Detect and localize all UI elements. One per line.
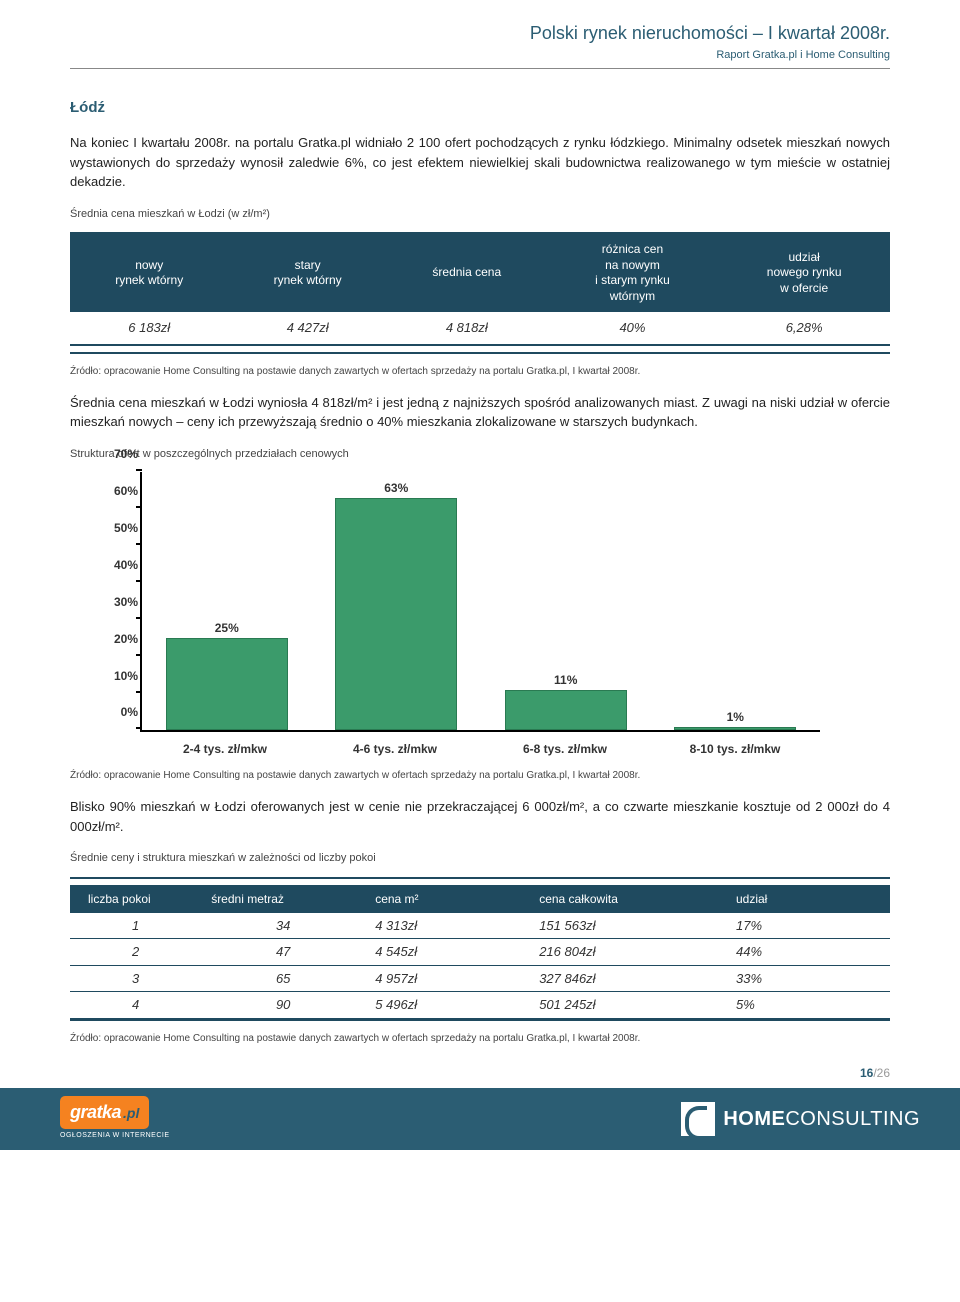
chart-ytick-label: 20% <box>94 630 138 648</box>
table1-header-cell: różnica cenna nowymi starym rynkuwtórnym <box>547 234 719 312</box>
table2-data-cell: 4 545zł <box>365 939 529 966</box>
table1-header-cell: staryrynek wtórny <box>228 234 386 312</box>
table1-header-cell: średnia cena <box>387 234 547 312</box>
table-row: 1344 313zł151 563zł17% <box>70 913 890 939</box>
chart-caption: Struktura ofert w poszczególnych przedzi… <box>70 446 890 463</box>
table2-data-cell: 216 804zł <box>529 939 726 966</box>
chart-ytick-label: 0% <box>94 703 138 721</box>
hc-consulting-text: CONSULTING <box>785 1108 920 1130</box>
table2-data-cell: 1 <box>70 913 201 939</box>
table2-header-cell: cena m² <box>365 885 529 913</box>
chart-bar-value-label: 1% <box>675 708 795 726</box>
chart-bar-value-label: 25% <box>167 619 287 637</box>
homeconsulting-logo: HOMECONSULTING <box>681 1102 920 1136</box>
header-title: Polski rynek nieruchomości – I kwartał 2… <box>70 20 890 47</box>
chart-bar: 63% <box>335 498 457 730</box>
rooms-table: liczba pokoiśredni metrażcena m²cena cał… <box>70 877 890 1021</box>
chart-xlabel: 8-10 tys. zł/mkw <box>650 740 820 758</box>
chart-ytick-label: 60% <box>94 482 138 500</box>
chart-source: Źródło: opracowanie Home Consulting na p… <box>70 768 890 783</box>
table1-data-cell: 4 427zł <box>228 312 386 345</box>
table2-data-cell: 2 <box>70 939 201 966</box>
table2-data-cell: 4 957zł <box>365 965 529 992</box>
table1-data-cell: 40% <box>547 312 719 345</box>
chart-bar-value-label: 63% <box>336 479 456 497</box>
table2-data-cell: 4 313zł <box>365 913 529 939</box>
table2-caption: Średnie ceny i struktura mieszkań w zale… <box>70 850 890 867</box>
chart-bar: 1% <box>674 727 796 731</box>
table1-data-cell: 4 818zł <box>387 312 547 345</box>
table2-header-cell: średni metraż <box>201 885 365 913</box>
table2-data-cell: 44% <box>726 939 890 966</box>
chart-ytick-label: 10% <box>94 667 138 685</box>
table2-data-cell: 17% <box>726 913 890 939</box>
gratka-logo: gratka .pl OGŁOSZENIA W INTERNECIE <box>60 1096 170 1142</box>
intro-paragraph: Na koniec I kwartału 2008r. na portalu G… <box>70 133 890 192</box>
table1-data-cell: 6,28% <box>718 312 890 345</box>
chart-xlabel: 4-6 tys. zł/mkw <box>310 740 480 758</box>
chart-bar: 25% <box>166 638 288 730</box>
table2-header-cell: liczba pokoi <box>70 885 201 913</box>
table-row: 4905 496zł501 245zł5% <box>70 992 890 1019</box>
avg-price-table: nowyrynek wtórnystaryrynek wtórnyśrednia… <box>70 232 890 354</box>
chart-ytick-label: 40% <box>94 556 138 574</box>
table2-data-cell: 4 <box>70 992 201 1019</box>
table2-header-cell: cena całkowita <box>529 885 726 913</box>
page-header: Polski rynek nieruchomości – I kwartał 2… <box>70 20 890 69</box>
chart-xlabel: 2-4 tys. zł/mkw <box>140 740 310 758</box>
chart-ytick-label: 70% <box>94 445 138 463</box>
chart-xlabel: 6-8 tys. zł/mkw <box>480 740 650 758</box>
table2-data-cell: 501 245zł <box>529 992 726 1019</box>
hc-home-text: HOME <box>723 1108 785 1130</box>
table1-header-cell: nowyrynek wtórny <box>70 234 228 312</box>
page-current: 16 <box>860 1066 873 1080</box>
price-structure-chart: 25%63%11%1% 0%10%20%30%40%50%60%70% 2-4 … <box>140 472 820 758</box>
chart-ytick-label: 50% <box>94 519 138 537</box>
table2-header-cell: udział <box>726 885 890 913</box>
page-total: /26 <box>873 1066 890 1080</box>
table2-source: Źródło: opracowanie Home Consulting na p… <box>70 1031 890 1046</box>
table2-data-cell: 65 <box>201 965 365 992</box>
analysis-paragraph-1: Średnia cena mieszkań w Łodzi wyniosła 4… <box>70 393 890 432</box>
table2-data-cell: 151 563zł <box>529 913 726 939</box>
table2-data-cell: 90 <box>201 992 365 1019</box>
city-heading: Łódź <box>70 97 890 120</box>
table1-caption: Średnia cena mieszkań w Łodzi (w zł/m²) <box>70 206 890 223</box>
gratka-logo-pl: .pl <box>123 1103 139 1124</box>
footer-bar: gratka .pl OGŁOSZENIA W INTERNECIE HOMEC… <box>0 1088 960 1150</box>
chart-ytick-label: 30% <box>94 593 138 611</box>
table2-data-cell: 47 <box>201 939 365 966</box>
table1-data-cell: 6 183zł <box>70 312 228 345</box>
chart-bar: 11% <box>505 690 627 731</box>
table2-data-cell: 5% <box>726 992 890 1019</box>
table-row: 2474 545zł216 804zł44% <box>70 939 890 966</box>
table1-source: Źródło: opracowanie Home Consulting na p… <box>70 364 890 379</box>
gratka-logo-text: gratka <box>70 1099 121 1126</box>
table2-data-cell: 5 496zł <box>365 992 529 1019</box>
analysis-paragraph-2: Blisko 90% mieszkań w Łodzi oferowanych … <box>70 797 890 836</box>
table2-data-cell: 34 <box>201 913 365 939</box>
gratka-tagline: OGŁOSZENIA W INTERNECIE <box>60 1131 170 1142</box>
table2-data-cell: 33% <box>726 965 890 992</box>
header-subtitle: Raport Gratka.pl i Home Consulting <box>70 47 890 64</box>
table1-header-cell: udziałnowego rynkuw ofercie <box>718 234 890 312</box>
page-number: 16/26 <box>70 1064 890 1082</box>
table-row: 3654 957zł327 846zł33% <box>70 965 890 992</box>
chart-bar-value-label: 11% <box>506 671 626 689</box>
table2-data-cell: 3 <box>70 965 201 992</box>
table2-data-cell: 327 846zł <box>529 965 726 992</box>
homeconsulting-icon <box>681 1102 715 1136</box>
